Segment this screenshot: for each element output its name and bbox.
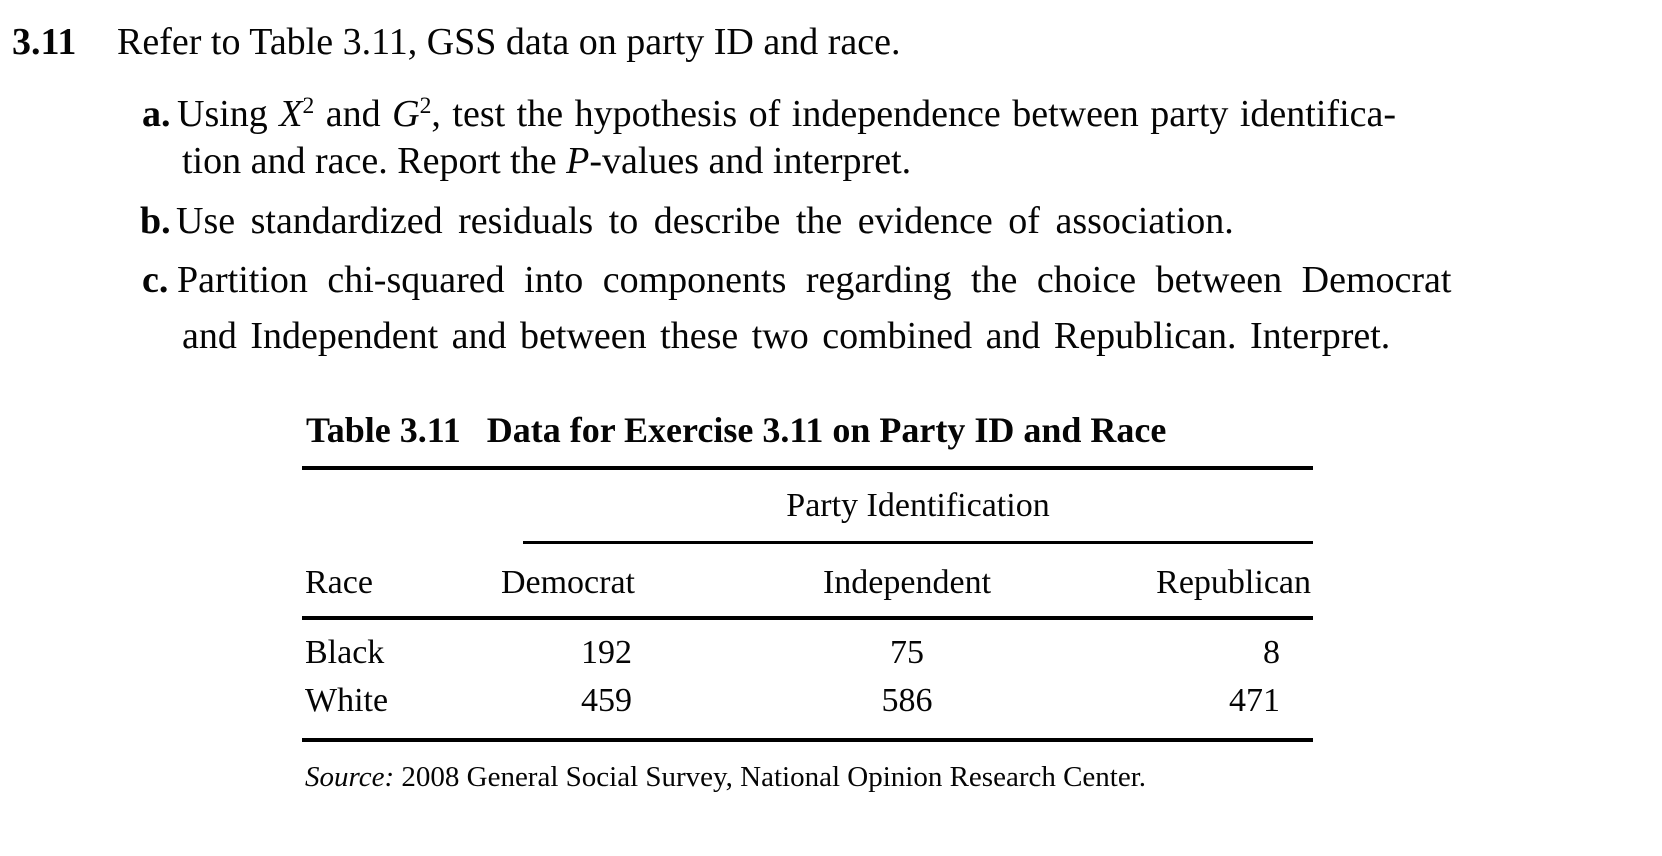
source-note: Source: 2008 General Social Survey, Nati…: [305, 761, 1146, 794]
item-a-line-1: Using X2 and G2, test the hypothesis of …: [177, 93, 1397, 135]
item-b-label: b.: [140, 200, 171, 242]
column-header-race: Race: [305, 564, 373, 601]
table-rule-header: [302, 616, 1313, 620]
table-rule-top: [302, 466, 1313, 470]
cell-white-independent: 586: [881, 682, 933, 719]
item-b-line: Use standardized residuals to describe t…: [176, 200, 1234, 242]
column-header-republican: Republican: [1156, 564, 1311, 601]
table-label: Table 3.11: [306, 410, 461, 450]
cell-white-republican: 471: [1229, 682, 1280, 719]
table-rule-spanner: [523, 541, 1313, 544]
row-white-label: White: [305, 682, 389, 719]
cell-white-democrat: 459: [581, 682, 632, 719]
column-header-independent: Independent: [822, 564, 992, 601]
row-black-label: Black: [305, 634, 385, 671]
spanning-header-party-identification: Party Identification: [786, 487, 1050, 524]
cell-black-republican: 8: [1263, 634, 1280, 671]
item-c-line-1: Partition chi-squared into components re…: [177, 259, 1452, 301]
table-caption: Data for Exercise 3.11 on Party ID and R…: [486, 410, 1167, 450]
item-a-line-2: tion and race. Report the P-values and i…: [182, 140, 912, 182]
data-table: Table 3.11 Data for Exercise 3.11 on Part…: [302, 409, 1313, 819]
exercise-intro: Refer to Table 3.11, GSS data on party I…: [117, 21, 901, 63]
source-text: 2008 General Social Survey, National Opi…: [401, 761, 1147, 793]
table-title: Table 3.11 Data for Exercise 3.11 on Part…: [306, 409, 1166, 451]
source-label: Source:: [305, 761, 395, 793]
table-rule-bottom: [302, 738, 1313, 742]
item-c-label: c.: [142, 259, 169, 301]
item-c-line-2: and Independent and between these two co…: [182, 315, 1391, 357]
item-a-label: a.: [142, 93, 171, 135]
exercise-number: 3.11: [12, 21, 77, 63]
cell-black-independent: 75: [890, 634, 924, 671]
cell-black-democrat: 192: [581, 634, 632, 671]
column-header-democrat: Democrat: [500, 564, 635, 601]
